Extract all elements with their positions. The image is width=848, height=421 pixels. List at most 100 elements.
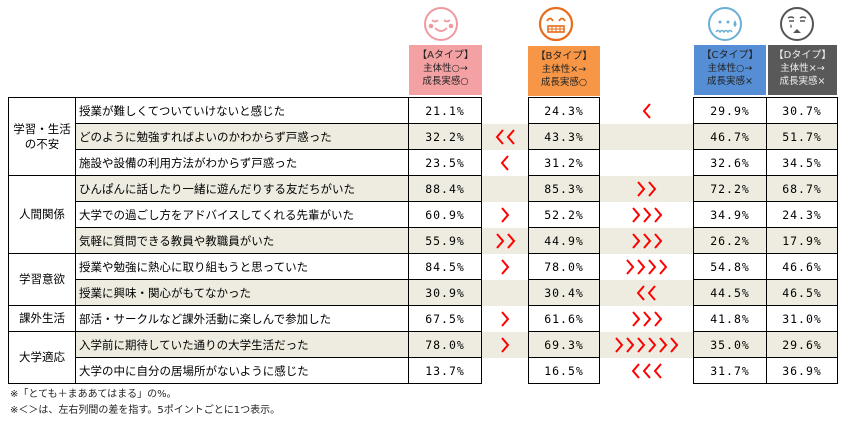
table-row: 気軽に質問できる教員や教職員がいた 55.9% 44.9% 26.2% 17.9% [9,227,838,254]
chevron-right-icon [659,336,668,353]
chevron-right-icon [642,310,651,327]
table-row: 大学の中に自分の居場所がないように感じた 13.7% 16.5% 31.7% 36.9% [9,357,838,384]
diff-arrows [599,201,694,228]
value-c: 46.7% [693,123,767,150]
value-c: 35.0% [693,331,767,358]
chevron-right-icon [653,232,662,249]
value-d: 24.3% [766,201,838,228]
chevron-left-icon [506,128,515,145]
value-a: 78.0% [408,331,482,358]
value-d: 34.5% [766,149,838,176]
chevron-left-icon [631,362,640,379]
chevron-right-icon [637,258,646,275]
type-c-line2: 成長実感× [707,76,753,87]
value-b: 31.2% [528,149,600,176]
chevron-left-icon [642,362,651,379]
chevron-right-icon [626,258,635,275]
table-row: 学習意欲 授業や勉強に熱心に取り組もうと思っていた 84.5% 78.0% 54.8% 4… [8,253,838,306]
chevron-left-icon [495,128,504,145]
value-d: 29.6% [766,331,838,358]
diff-arrows [481,279,529,306]
chevron-right-icon [501,258,510,275]
type-c-label: 【Cタイプ】 [701,50,759,61]
chevron-left-icon [642,102,651,119]
diff-arrows [599,227,694,254]
diff-arrows [481,97,529,124]
chevron-right-icon [631,310,640,327]
chevron-right-icon [642,206,651,223]
chevron-right-icon [659,258,668,275]
chevron-right-icon [631,232,640,249]
table-row: 人間関係 ひんぱんに話したり一緒に遊んだりする友だちがいた 88.4% 85.3% 72… [8,175,838,254]
value-b: 61.6% [528,305,600,332]
diff-arrows [481,175,529,202]
value-a: 21.1% [408,97,482,124]
type-a-label: 【Aタイプ】 [417,50,474,61]
value-d: 46.5% [766,279,838,306]
value-d: 51.7% [766,123,838,150]
value-c: 32.6% [693,149,767,176]
chevron-right-icon [495,232,504,249]
diff-arrows [481,253,529,280]
footnote-percent: ※「とても＋まああてはまる」の%。 [10,389,177,400]
value-d: 68.7% [766,175,838,202]
chevron-right-icon [637,336,646,353]
type-d-header: 【Dタイプ】 主体性×→ 成長実感× [768,45,837,95]
diff-arrows [599,331,694,358]
question-text: どのように勉強すればよいのかわからず戸惑った [75,123,409,150]
type-c-header: 【Cタイプ】 主体性○→ 成長実感× [694,45,766,95]
category-label: 学習・生活 の不安 [8,97,76,176]
question-text: ひんぱんに話したり一緒に遊んだりする友だちがいた [75,175,409,202]
value-a: 55.9% [408,227,482,254]
value-c: 41.8% [693,305,767,332]
question-text: 大学の中に自分の居場所がないように感じた [75,357,409,384]
diff-arrows [481,357,529,384]
chevron-right-icon [653,206,662,223]
type-d-label: 【Dタイプ】 [773,50,832,61]
category-label: 課外生活 [8,305,76,332]
category-label: 大学適応 [8,331,76,384]
category-label: 人間関係 [8,175,76,254]
value-d: 30.7% [766,97,838,124]
diff-arrows [599,305,694,332]
type-a-line2: 成長実感○ [422,76,469,87]
value-b: 52.2% [528,201,600,228]
footnote-arrows: ※＜＞は、左右列間の差を指す。5ポイントごとに1つ表示。 [10,405,281,416]
chevron-right-icon [501,336,510,353]
chevron-right-icon [501,206,510,223]
table-row: 課外生活 部活・サークルなど課外活動に楽しんで参加した 67.5% 61.6% 41.8… [8,305,838,332]
type-c-line1: 主体性○→ [707,63,753,74]
question-text: 部活・サークルなど課外活動に楽しんで参加した [75,305,409,332]
value-a: 32.2% [408,123,482,150]
chevron-right-icon [631,206,640,223]
diff-arrows [481,305,529,332]
table-row: 授業に興味・関心がもてなかった 30.9% 30.4% 44.5% 46.5% [9,279,838,306]
table-row: 大学での過ごし方をアドバイスしてくれる先輩がいた 60.9% 52.2% 34.9% 2… [9,201,838,228]
type-b-line1: 主体性×→ [541,64,587,75]
question-text: 授業に興味・関心がもてなかった [75,279,409,306]
diff-arrows [481,123,529,150]
value-d: 17.9% [766,227,838,254]
chevron-right-icon [626,336,635,353]
value-c: 54.8% [693,253,767,280]
diff-arrows [599,97,694,124]
diff-arrows [599,253,694,280]
question-text: 授業が難しくてついていけないと感じた [75,97,409,124]
value-c: 44.5% [693,279,767,306]
value-b: 30.4% [528,279,600,306]
diff-arrows [481,149,529,176]
value-d: 36.9% [766,357,838,384]
value-a: 23.5% [408,149,482,176]
anxious-sweat-face-icon [708,7,742,41]
value-c: 72.2% [693,175,767,202]
chevron-left-icon [653,362,662,379]
value-c: 29.9% [693,97,767,124]
value-a: 60.9% [408,201,482,228]
chevron-left-icon [636,284,645,301]
value-b: 24.3% [528,97,600,124]
type-b-line2: 成長実感○ [540,77,588,88]
value-a: 88.4% [408,175,482,202]
value-b: 43.3% [528,123,600,150]
chevron-left-icon [500,154,509,171]
value-b: 69.3% [528,331,600,358]
